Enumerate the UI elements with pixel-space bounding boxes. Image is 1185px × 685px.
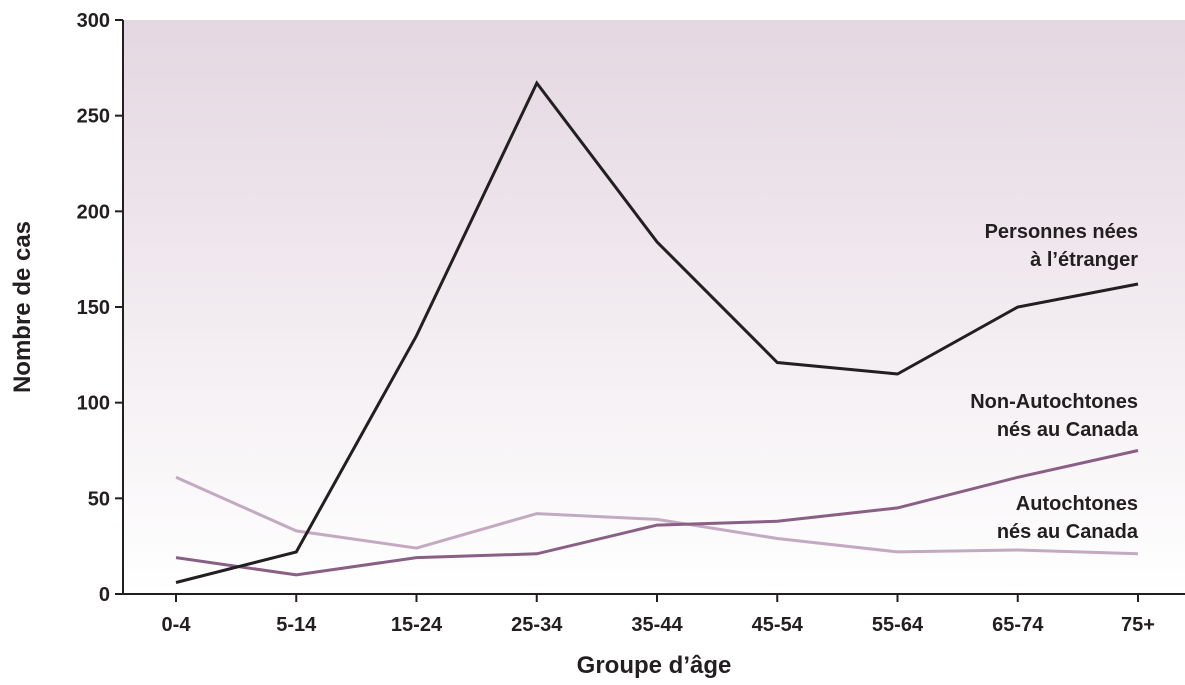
- series-label-line: à l’étranger: [1030, 249, 1138, 271]
- series-label-line: Autochtones: [1016, 493, 1138, 515]
- series-label-0: Personnes nées à l’étranger: [985, 221, 1139, 271]
- x-tick-label: 5-14: [276, 614, 317, 636]
- series-label-line: Personnes nées: [985, 221, 1138, 243]
- x-tick-label: 75+: [1121, 614, 1155, 636]
- y-tick-label: 300: [77, 10, 110, 32]
- x-tick-label: 45-54: [752, 614, 804, 636]
- series-line-1: [175, 449, 1139, 577]
- y-tick-label: 50: [88, 488, 110, 510]
- x-axis: 0-4 5-14 15-24 25-34 35-44 45-54 55-64 65-74 75+: [123, 593, 1185, 636]
- y-tick-label: 150: [77, 297, 110, 319]
- series-label-line: Non-Autochtones: [970, 391, 1138, 413]
- y-axis: 0 50 100 150 200 250 300: [77, 10, 124, 606]
- series-layer: [175, 80, 1139, 584]
- x-tick-label: 0-4: [162, 614, 192, 636]
- plot-area: [123, 20, 1185, 594]
- series-label-line: nés au Canada: [997, 419, 1139, 441]
- y-tick-label: 200: [77, 201, 110, 223]
- x-tick-label: 65-74: [992, 614, 1044, 636]
- x-axis-title: Groupe d’âge: [577, 652, 732, 679]
- series-line-2: [175, 475, 1139, 556]
- series-label-1: Non-Autochtones nés au Canada: [970, 391, 1139, 441]
- x-tick-label: 15-24: [391, 614, 443, 636]
- x-tick-label: 35-44: [631, 614, 683, 636]
- series-line-0: [175, 80, 1139, 584]
- x-tick-label: 55-64: [872, 614, 924, 636]
- series-label-2: Autochtones nés au Canada: [997, 493, 1139, 543]
- y-axis-title: Nombre de cas: [9, 221, 36, 393]
- series-label-line: nés au Canada: [997, 521, 1139, 543]
- y-tick-label: 0: [99, 584, 110, 606]
- series-labels: Personnes nées à l’étranger Non-Autochtone…: [970, 221, 1139, 543]
- y-tick-label: 250: [77, 106, 110, 128]
- y-tick-label: 100: [77, 393, 110, 415]
- x-tick-label: 25-34: [511, 614, 563, 636]
